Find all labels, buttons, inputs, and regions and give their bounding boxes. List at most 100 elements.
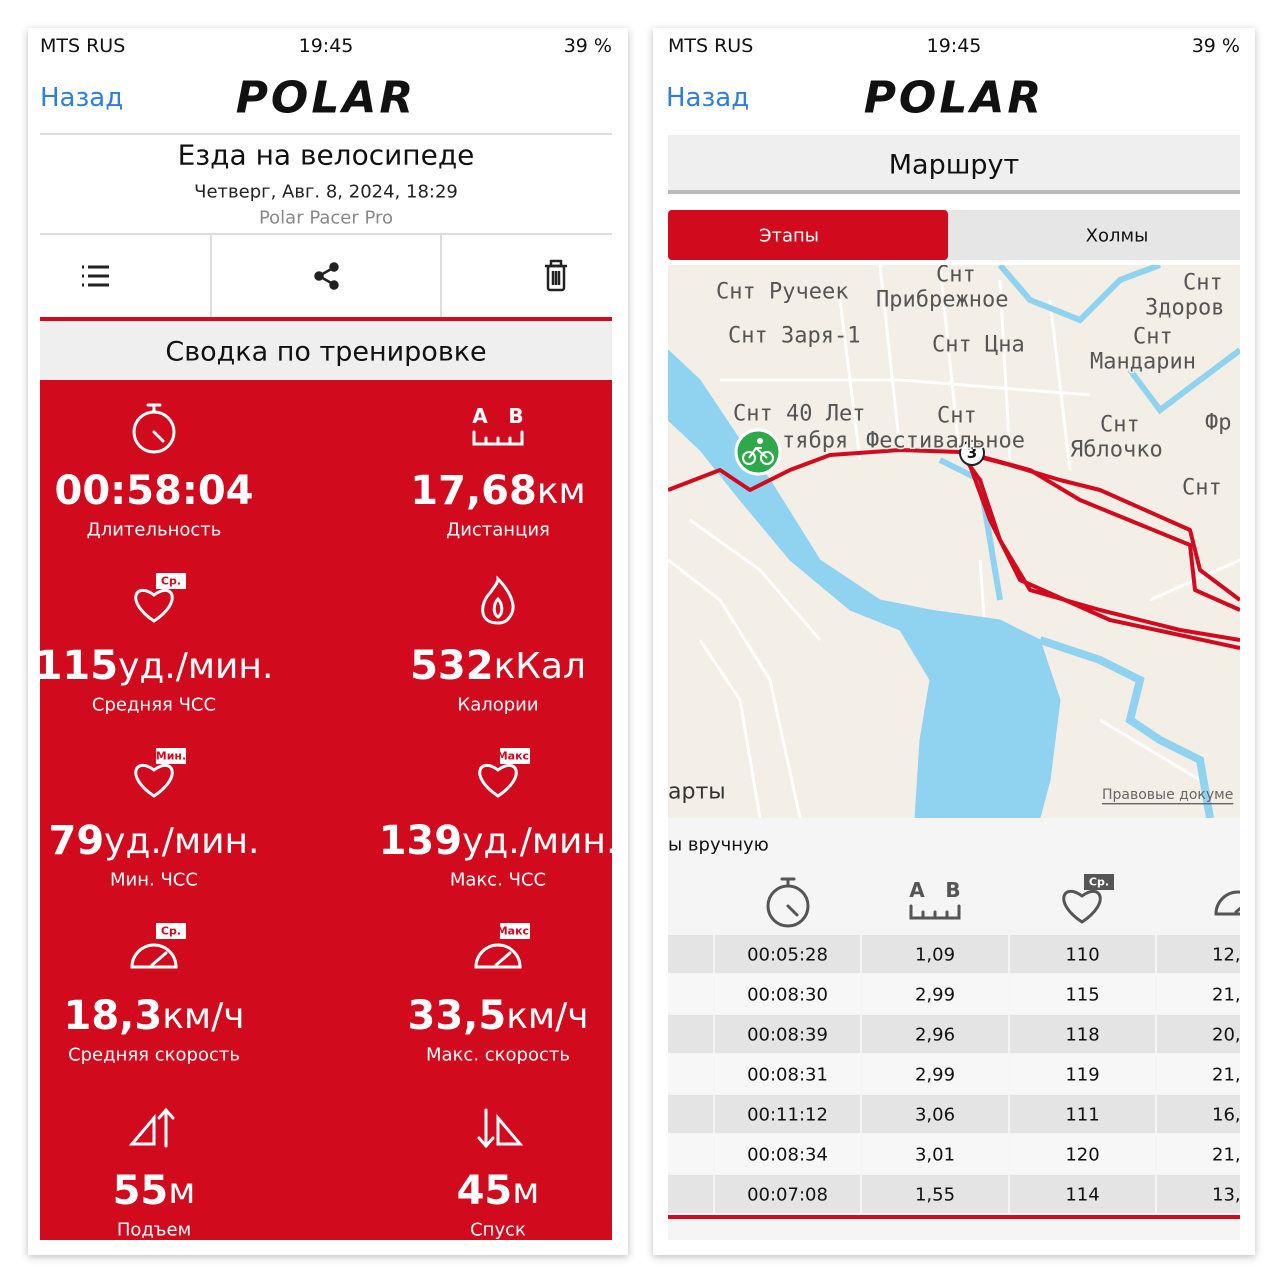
icon-part <box>494 951 512 967</box>
tab-active[interactable] <box>668 210 948 260</box>
icon-part <box>314 271 324 281</box>
laps-header: A B Ср. <box>766 874 1240 928</box>
table-cell <box>862 1095 1008 1133</box>
table-value: 21, <box>1212 1065 1241 1086</box>
lap-marker <box>959 440 985 466</box>
map-label: Снт <box>936 263 976 288</box>
icon-part <box>128 1113 156 1146</box>
table-cell <box>1010 1015 1155 1053</box>
table-value: 20, <box>1212 1025 1241 1046</box>
table-cell <box>715 1015 860 1053</box>
metric-number: 18,3 <box>63 993 162 1039</box>
table-value: 2,96 <box>915 1025 955 1046</box>
table-value: 111 <box>1065 1105 1099 1126</box>
icon-part <box>134 588 174 623</box>
table-value: 00:08:34 <box>747 1145 828 1166</box>
section-title: Сводка по тренировке <box>165 337 486 368</box>
table-value: 00:11:12 <box>747 1105 828 1126</box>
table-value: 00:08:31 <box>747 1065 828 1086</box>
metric-label: Макс. скорость <box>426 1045 570 1066</box>
table-cell <box>1157 1055 1240 1093</box>
table-value: 16, <box>1212 1105 1241 1126</box>
icon-badge <box>500 923 530 939</box>
table-cell <box>668 1095 713 1133</box>
icon-part <box>157 1107 175 1148</box>
icon-part <box>130 943 178 969</box>
delete-button[interactable] <box>545 259 567 292</box>
map-label: тября <box>782 429 848 454</box>
table-value: 00:05:28 <box>747 945 828 966</box>
icon-part <box>786 904 799 917</box>
map-label: Мандарин <box>1090 350 1196 375</box>
table-cell <box>668 1135 713 1173</box>
icon-part <box>472 430 524 446</box>
metric-unit: уд./мин. <box>104 821 259 862</box>
table-cell <box>1157 1095 1240 1133</box>
table-value: 2,99 <box>915 985 955 1006</box>
icon-badge <box>156 748 186 764</box>
back-button[interactable]: Назад <box>666 83 749 113</box>
map-label: Снт Заря-1 <box>728 324 860 349</box>
route-title: Маршрут <box>889 150 1020 181</box>
tab-label[interactable]: Холмы <box>1086 226 1149 247</box>
table-value: 00:08:30 <box>747 985 828 1006</box>
map-label: Снт Ручеек <box>716 280 848 305</box>
metric-value: 55м <box>113 1168 196 1214</box>
icon-part <box>997 265 1162 324</box>
metric: Мин. 79уд./мин. Мин. ЧСС <box>49 748 259 891</box>
section-header <box>40 321 612 380</box>
icon-badge-label: Мин. <box>156 750 186 763</box>
back-button[interactable]: Назад <box>40 83 123 113</box>
table-cell <box>862 975 1008 1013</box>
table-cell <box>1010 935 1155 973</box>
icon-part <box>1038 636 1214 818</box>
table-value: 1,09 <box>915 945 955 966</box>
table-value: 21, <box>1212 1145 1241 1166</box>
table-value: 3,06 <box>915 1105 955 1126</box>
metric-value: 532кКал <box>410 643 586 689</box>
metric-label: Подъем <box>117 1220 191 1241</box>
metric: 45м Спуск <box>457 1108 539 1241</box>
table-cell <box>668 1175 713 1213</box>
metric: Ср. 18,3км/ч Средняя скорость <box>63 923 245 1066</box>
icon-part <box>546 264 566 292</box>
accent-line <box>668 1215 1240 1219</box>
list-button[interactable] <box>82 265 109 287</box>
attribution[interactable]: Правовые докуме <box>1102 787 1233 803</box>
icon-badge-label: Ср. <box>161 575 181 588</box>
icon-part <box>757 438 763 444</box>
icon-part <box>1234 906 1240 914</box>
table-cell <box>1010 1095 1155 1133</box>
map-water <box>668 265 1240 818</box>
metric-number: 115 <box>35 643 119 689</box>
table-cell <box>1010 1135 1155 1173</box>
icon-part <box>748 446 768 459</box>
map-label: Снт <box>1100 413 1140 438</box>
battery: 39 % <box>564 35 612 57</box>
divider <box>668 190 1240 194</box>
metric-label: Мин. ЧСС <box>110 870 198 891</box>
metric-number: 45 <box>457 1168 513 1214</box>
table-cell <box>1010 1055 1155 1093</box>
table-cell <box>715 935 860 973</box>
metric-value: 139уд./мин. <box>379 818 618 864</box>
share-button[interactable] <box>314 262 339 290</box>
icon-part <box>974 453 1240 612</box>
metric-unit: кКал <box>494 646 586 687</box>
icon-letter: A <box>909 878 925 902</box>
icon-badge <box>500 748 530 764</box>
icon-letter: B <box>945 878 960 902</box>
metric-unit: км/ч <box>506 996 588 1037</box>
icon-badge <box>1084 874 1114 890</box>
lap-marker-label: 3 <box>967 444 977 462</box>
icon-letter: B <box>508 404 523 428</box>
metric-number: 532 <box>410 643 494 689</box>
table-value: 120 <box>1065 1145 1099 1166</box>
table-cell <box>715 1095 860 1133</box>
device: Polar Pacer Pro <box>259 208 393 229</box>
icon-part <box>478 763 518 798</box>
table-cell <box>862 1135 1008 1173</box>
map-label: Снт <box>937 404 977 429</box>
table-cell <box>862 1055 1008 1093</box>
tab-label[interactable]: Этапы <box>759 226 819 247</box>
